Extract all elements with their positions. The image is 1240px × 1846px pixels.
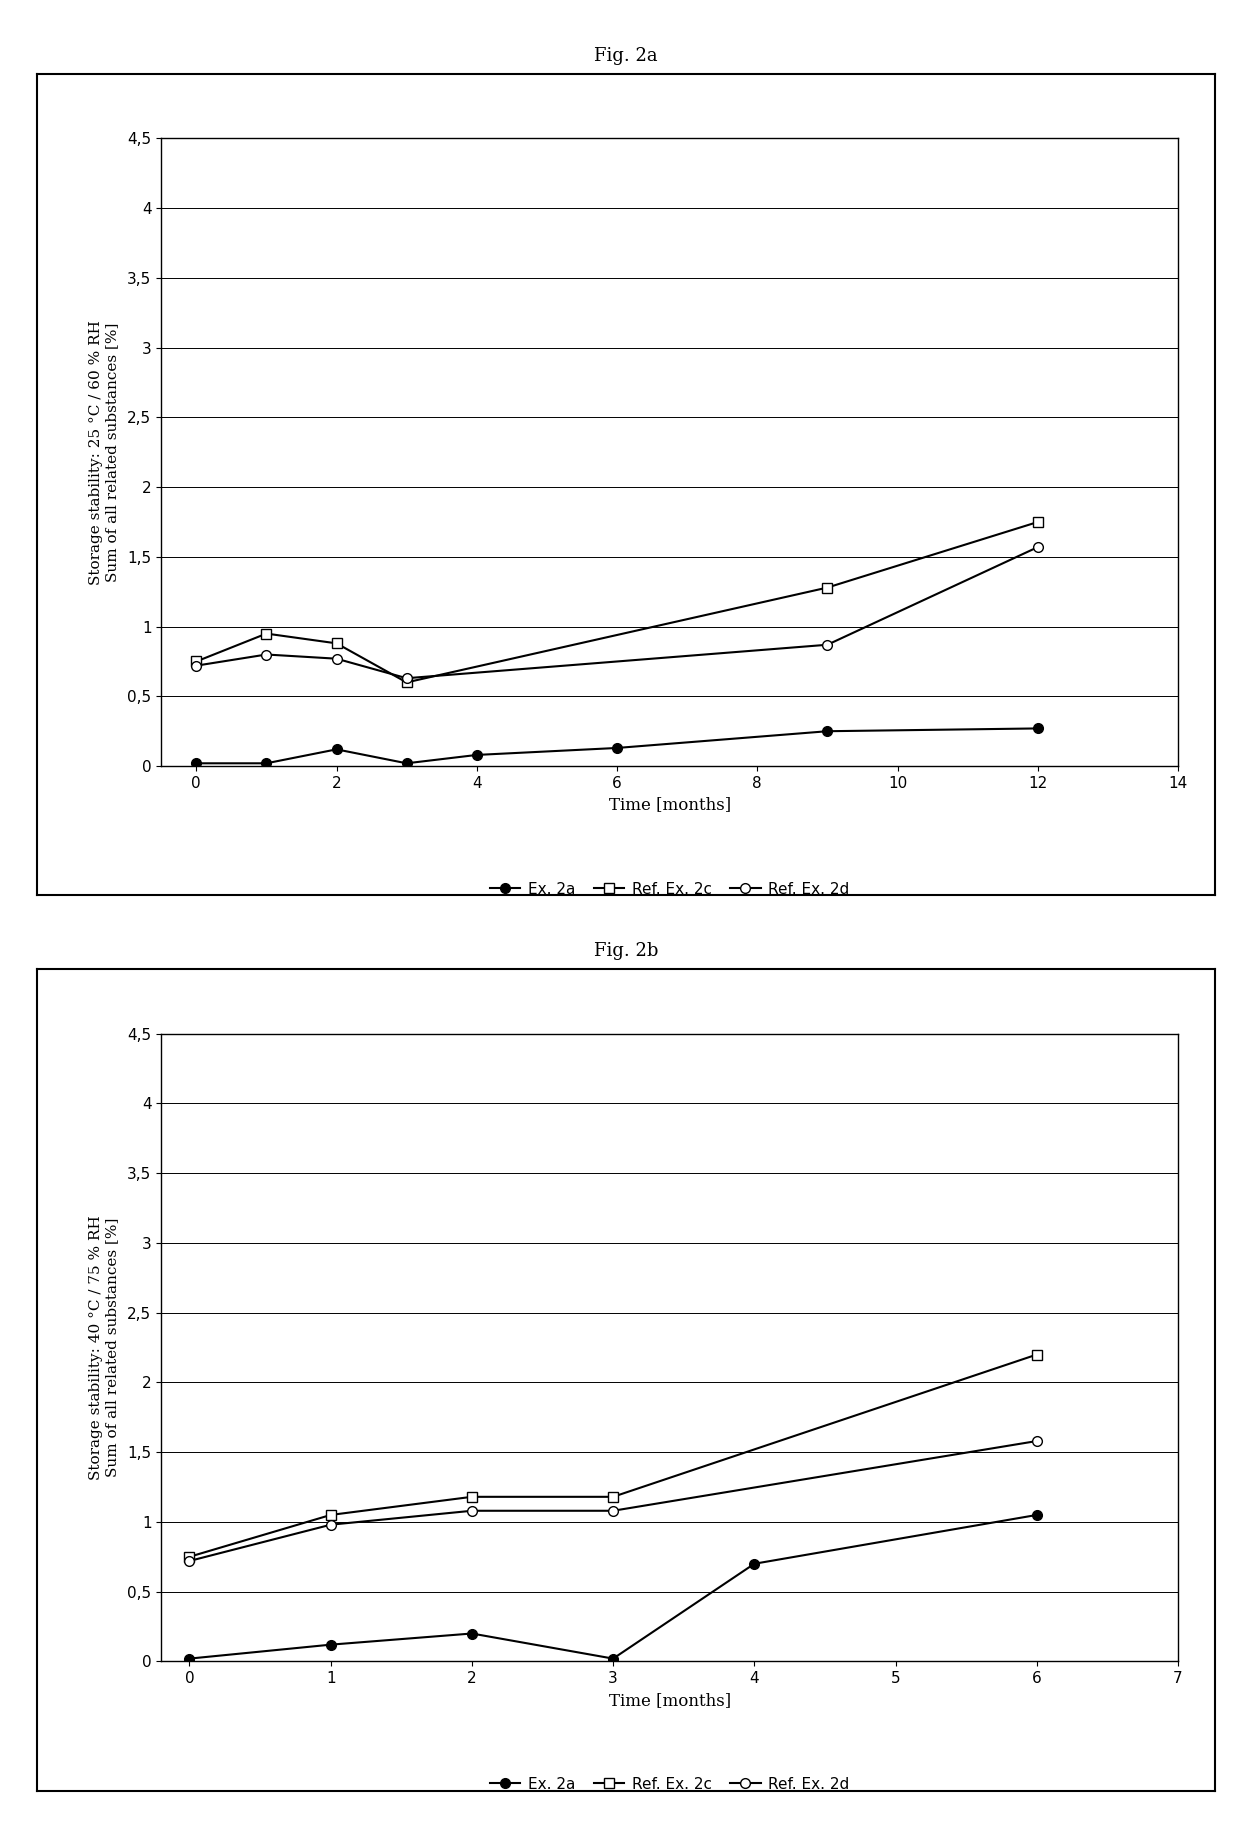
X-axis label: Time [months]: Time [months] — [609, 1691, 730, 1709]
Legend: Ex. 2a, Ref. Ex. 2c, Ref. Ex. 2d: Ex. 2a, Ref. Ex. 2c, Ref. Ex. 2d — [490, 882, 849, 897]
Y-axis label: Storage stability: 40 °C / 75 % RH
Sum of all related substances [%]: Storage stability: 40 °C / 75 % RH Sum o… — [89, 1215, 119, 1480]
Legend: Ex. 2a, Ref. Ex. 2c, Ref. Ex. 2d: Ex. 2a, Ref. Ex. 2c, Ref. Ex. 2d — [490, 1778, 849, 1792]
X-axis label: Time [months]: Time [months] — [609, 796, 730, 814]
Y-axis label: Storage stability: 25 °C / 60 % RH
Sum of all related substances [%]: Storage stability: 25 °C / 60 % RH Sum o… — [89, 319, 119, 585]
Text: Fig. 2a: Fig. 2a — [594, 46, 658, 65]
Text: Fig. 2b: Fig. 2b — [594, 941, 658, 960]
